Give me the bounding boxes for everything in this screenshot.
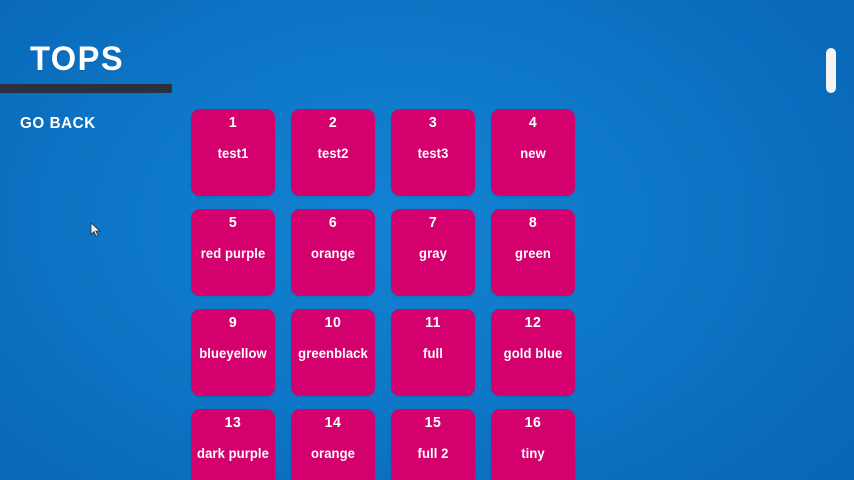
top-card[interactable]: 12 gold blue <box>491 309 575 396</box>
card-label: orange <box>311 245 355 261</box>
top-card[interactable]: 4 new <box>491 109 575 196</box>
scrollbar-track[interactable] <box>826 0 836 480</box>
top-card[interactable]: 6 orange <box>291 209 375 296</box>
title-underline-divider <box>0 84 172 93</box>
card-label: test3 <box>417 145 449 161</box>
card-number: 12 <box>524 314 542 331</box>
card-number: 9 <box>228 314 238 331</box>
go-back-button[interactable]: GO BACK <box>20 115 96 132</box>
card-label: greenblack <box>298 345 368 361</box>
top-card[interactable]: 7 gray <box>391 209 475 296</box>
card-label: full <box>423 345 443 361</box>
card-label: tiny <box>521 445 545 461</box>
card-number: 3 <box>428 114 438 131</box>
card-number: 7 <box>428 214 438 231</box>
scrollbar-thumb[interactable] <box>826 48 836 93</box>
card-number: 16 <box>524 414 542 431</box>
top-card[interactable]: 13 dark purple <box>191 409 275 480</box>
top-card[interactable]: 3 test3 <box>391 109 475 196</box>
card-number: 11 <box>425 314 441 331</box>
card-number: 4 <box>528 114 538 131</box>
top-card[interactable]: 14 orange <box>291 409 375 480</box>
card-label: orange <box>311 445 355 461</box>
card-number: 5 <box>228 214 238 231</box>
card-label: test2 <box>317 145 349 161</box>
card-number: 1 <box>228 114 238 131</box>
card-number: 2 <box>328 114 338 131</box>
card-number: 14 <box>324 414 342 431</box>
top-card[interactable]: 15 full 2 <box>391 409 475 480</box>
card-number: 15 <box>424 414 442 431</box>
card-number: 13 <box>224 414 242 431</box>
top-card[interactable]: 9 blueyellow <box>191 309 275 396</box>
top-card[interactable]: 11 full <box>391 309 475 396</box>
page-title: TOPS <box>30 40 125 78</box>
card-label: test1 <box>217 145 249 161</box>
mouse-pointer-icon <box>90 222 102 238</box>
card-label: green <box>515 245 551 261</box>
tops-card-grid: 1 test1 2 test2 3 test3 4 new 5 red purple 6 orange… <box>191 109 591 480</box>
card-label: new <box>520 145 546 161</box>
top-card[interactable]: 2 test2 <box>291 109 375 196</box>
card-number: 6 <box>328 214 338 231</box>
card-label: gray <box>419 245 447 261</box>
card-label: gold blue <box>503 345 563 361</box>
card-label: red purple <box>200 245 266 261</box>
card-label: dark purple <box>197 445 269 461</box>
top-card[interactable]: 16 tiny <box>491 409 575 480</box>
top-card[interactable]: 8 green <box>491 209 575 296</box>
card-label: blueyellow <box>199 345 267 361</box>
card-number: 10 <box>324 314 342 331</box>
top-card[interactable]: 10 greenblack <box>291 309 375 396</box>
top-card[interactable]: 1 test1 <box>191 109 275 196</box>
top-card[interactable]: 5 red purple <box>191 209 275 296</box>
card-number: 8 <box>528 214 538 231</box>
card-label: full 2 <box>417 445 449 461</box>
